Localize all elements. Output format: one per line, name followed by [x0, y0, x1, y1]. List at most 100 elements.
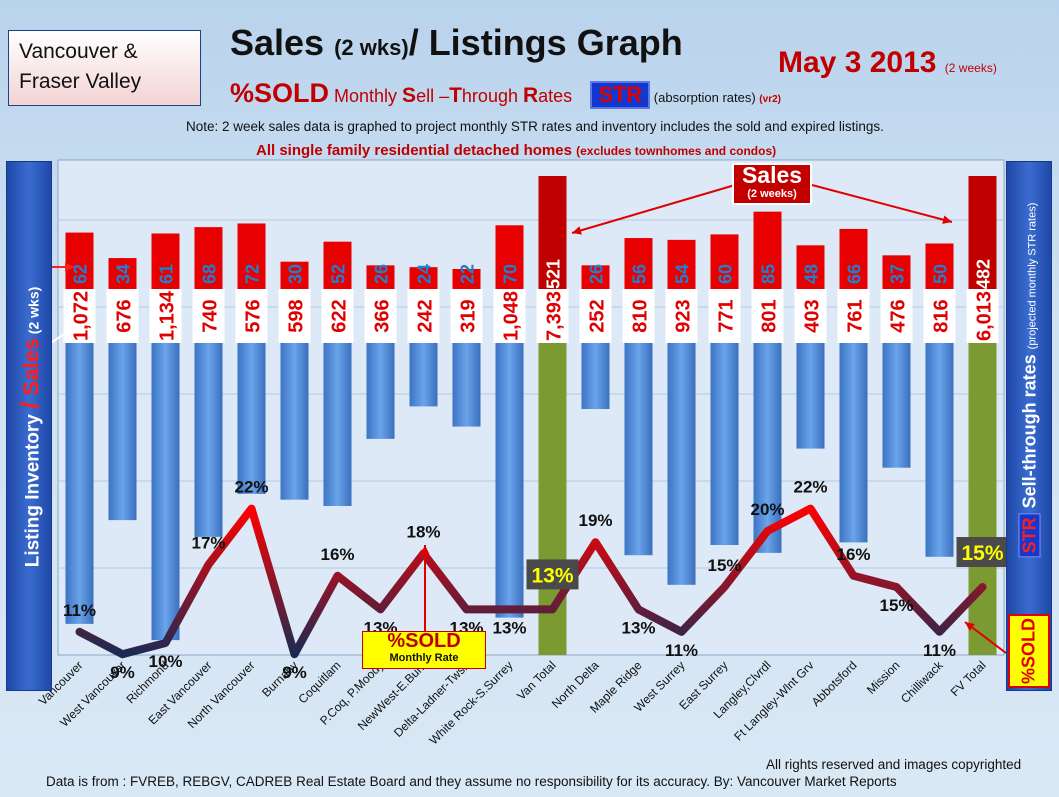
inventory-bar — [581, 343, 610, 410]
sales-bar — [753, 211, 782, 289]
inventory-label-band — [880, 289, 913, 343]
sales-bar — [452, 268, 481, 289]
sales-bar — [323, 241, 352, 289]
inventory-bar — [151, 343, 180, 641]
sales-label: 26 — [587, 264, 607, 284]
category-label: Van Total — [514, 658, 559, 703]
title-main: Sales — [230, 22, 335, 63]
sales-bar — [925, 243, 954, 289]
inventory-bar — [452, 343, 481, 427]
left-axis-sales: Sales — [18, 338, 44, 402]
sales-bar — [968, 176, 997, 289]
sales-label: 60 — [716, 264, 736, 284]
subtitle: %SOLD Monthly Sell –Through Rates STR (ab… — [230, 78, 781, 109]
inventory-label: 923 — [673, 299, 695, 332]
sales-bar — [409, 267, 438, 289]
sales-bar — [280, 261, 309, 289]
copyright-note: All rights reserved and images copyright… — [766, 757, 1022, 772]
sales-bar — [796, 245, 825, 289]
inventory-label: 319 — [458, 299, 480, 332]
inventory-bar — [839, 343, 868, 543]
inventory-label-band — [106, 289, 139, 343]
inventory-label: 6,013 — [974, 291, 996, 341]
sold-rate-label: 13% — [492, 618, 526, 637]
category-label: Ft Langley-Wlnt Grv — [731, 658, 816, 743]
absorption-note: (absorption rates) — [650, 90, 760, 105]
inventory-label-band — [665, 289, 698, 343]
sold-rate-label: 13% — [531, 564, 573, 587]
right-sold-label: %SOLD — [1018, 617, 1039, 685]
inventory-bar — [108, 343, 137, 521]
inventory-label-band — [751, 289, 784, 343]
inventory-label-band — [235, 289, 268, 343]
left-inventory-arrow-head — [64, 327, 74, 336]
sold-rate-label: 11% — [923, 641, 956, 660]
sales-label: 37 — [888, 264, 908, 284]
methodology-note: Note: 2 week sales data is graphed to pr… — [186, 119, 884, 134]
category-label: Delta-Ladner-Twsn — [391, 658, 473, 740]
sold-rate-label: 16% — [320, 545, 354, 564]
subtitle-s-rest: ell – — [416, 86, 450, 106]
scope-note: All single family residential detached h… — [256, 142, 776, 159]
sold-callout-title: %SOLD — [387, 630, 461, 652]
scope-small: (excludes townhomes and condos) — [576, 144, 777, 158]
sales-label: 30 — [286, 264, 306, 284]
inventory-label-band — [192, 289, 225, 343]
category-label: Chilliwack — [898, 658, 946, 706]
sales-label: 62 — [71, 264, 91, 284]
inventory-label: 771 — [716, 299, 738, 332]
subtitle-sold: %SOLD — [230, 78, 330, 108]
sales-arrow-right — [811, 184, 953, 223]
inventory-label-band — [923, 289, 956, 343]
inventory-label: 1,048 — [501, 291, 523, 341]
sales-bar — [667, 239, 696, 289]
sales-label: 24 — [415, 264, 435, 284]
inventory-bar — [667, 343, 696, 585]
inventory-label: 622 — [329, 299, 351, 332]
inventory-bar — [366, 343, 395, 439]
str-badge: STR — [590, 81, 651, 109]
inventory-label-band — [966, 289, 999, 343]
sales-label: 70 — [501, 264, 521, 284]
sold-rate-label: 18% — [406, 522, 440, 541]
sales-callout-title: Sales — [741, 162, 803, 188]
inventory-bar — [194, 343, 223, 537]
sales-bar — [581, 265, 610, 289]
inventory-label-band — [493, 289, 526, 343]
sold-right-arrow-head — [965, 622, 975, 631]
inventory-bar — [796, 343, 825, 449]
sales-arrow-right-head — [942, 215, 952, 224]
date-main: May 3 2013 — [778, 46, 937, 79]
sales-callout: Sales (2 weeks) — [732, 163, 812, 205]
inventory-label-band — [450, 289, 483, 343]
inventory-bar — [624, 343, 653, 556]
inventory-label-band — [794, 289, 827, 343]
inventory-label-band — [321, 289, 354, 343]
left-axis-label: Listing Inventory / Sales (2 wks) — [15, 287, 46, 568]
inventory-label: 801 — [759, 299, 781, 332]
left-axis-banner: Listing Inventory / Sales (2 wks) — [6, 161, 52, 691]
inventory-bar — [323, 343, 352, 506]
region-line-2: Fraser Valley — [19, 70, 142, 93]
left-axis-slash: / — [14, 401, 45, 409]
sold-rate-label: 15% — [707, 556, 741, 575]
inventory-bar — [65, 343, 94, 624]
sold-rate-label: 9% — [282, 663, 307, 682]
sold-rate-label: 19% — [578, 511, 612, 530]
source-note: Data is from : FVREB, REBGV, CADREB Real… — [46, 774, 897, 789]
sales-label: 26 — [372, 264, 392, 284]
sales-bar — [538, 176, 567, 289]
inventory-bar — [237, 343, 266, 494]
sold-rate-label: 10% — [148, 652, 182, 671]
sales-label: 72 — [243, 264, 263, 284]
inventory-bar — [968, 343, 997, 655]
inventory-label: 403 — [802, 299, 824, 332]
sales-label: 482 — [974, 259, 994, 289]
inventory-bar — [495, 343, 524, 618]
sales-arrow-left-head — [572, 226, 582, 235]
report-date: May 3 2013 (2 weeks) — [778, 46, 997, 80]
title-small: (2 wks) — [334, 35, 409, 60]
sold-rate-label: 17% — [191, 534, 225, 553]
